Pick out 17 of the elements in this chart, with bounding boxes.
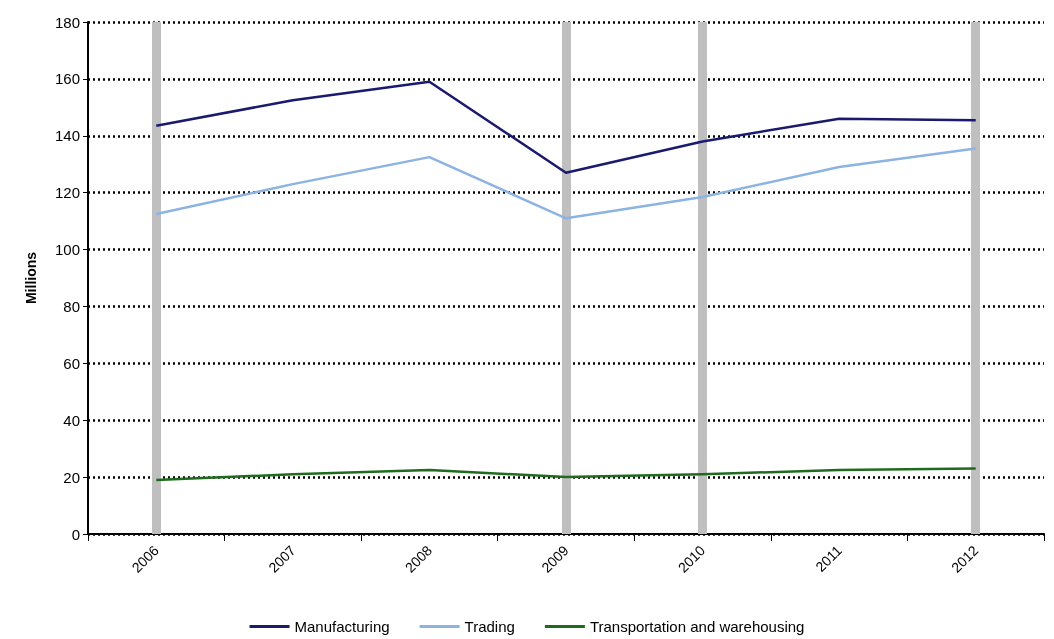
y-tick-label: 0	[71, 525, 80, 543]
y-tick-label: 40	[63, 411, 80, 429]
y-tick-label: 180	[54, 13, 80, 31]
y-tick-label: 120	[54, 184, 80, 202]
line-series	[155, 467, 977, 482]
line-series	[155, 147, 977, 220]
line-series	[155, 80, 977, 175]
y-tick-label: 80	[63, 297, 80, 315]
y-tick-label: 60	[63, 354, 80, 372]
y-tick-label: 160	[54, 70, 80, 88]
y-axis-title: Millions	[23, 251, 39, 305]
y-tick-label: 20	[63, 468, 80, 486]
legend-label: Manufacturing	[294, 618, 390, 635]
legend-label: Trading	[464, 618, 515, 635]
y-tick-label: 140	[54, 127, 80, 145]
legend-label: Transportation and warehousing	[589, 618, 805, 635]
y-tick-label: 100	[54, 241, 80, 259]
